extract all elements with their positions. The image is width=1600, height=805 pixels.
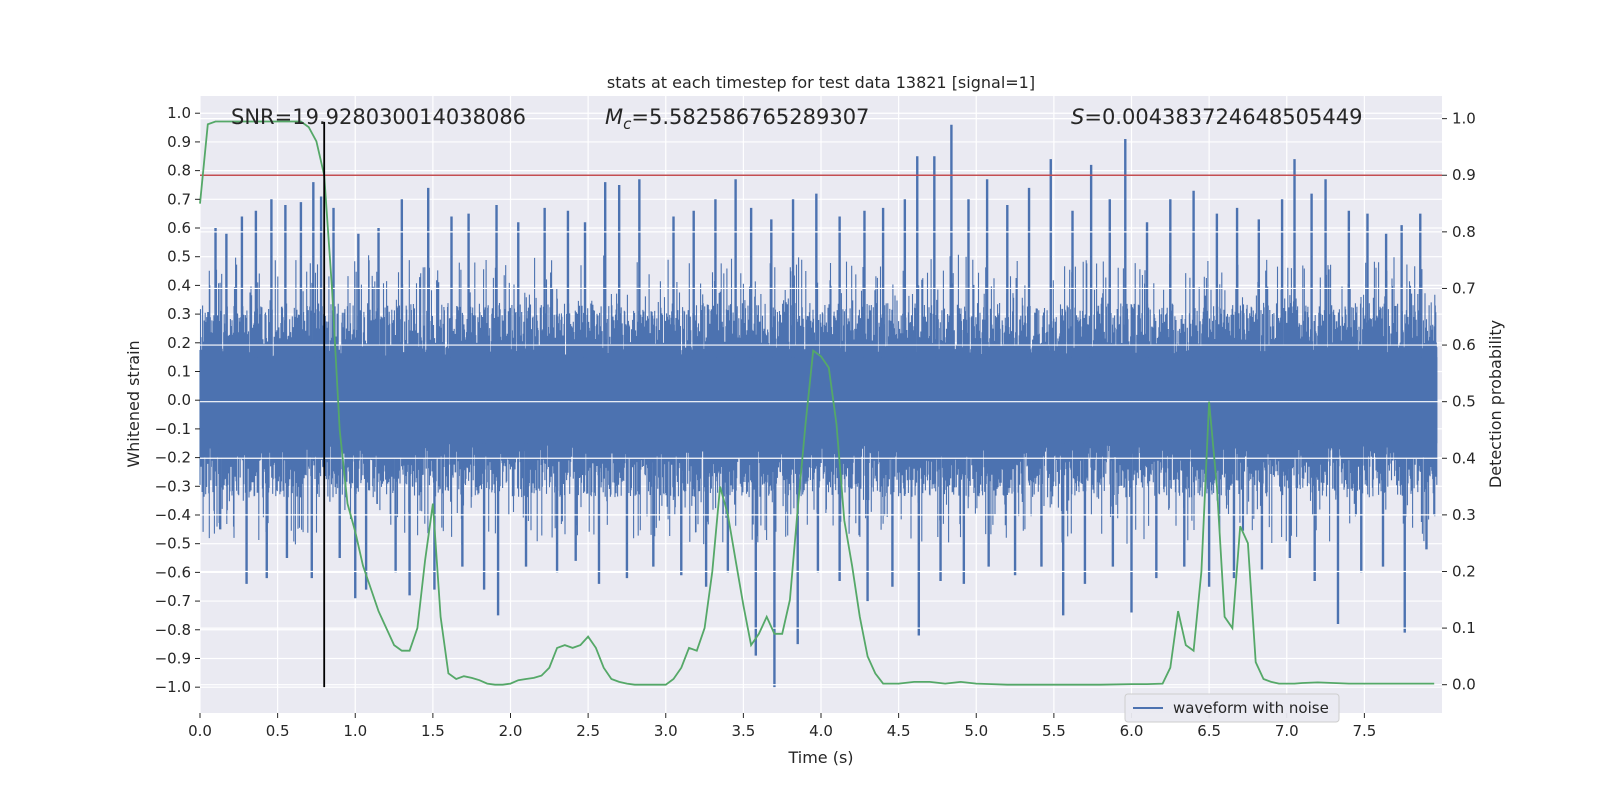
y-tick-label: 0.2 (167, 334, 191, 352)
y-tick-label: 0.4 (167, 276, 191, 294)
waveform-noise-series (199, 124, 1438, 688)
y-tick-label: 1.0 (167, 104, 191, 122)
x-tick-label: 4.5 (887, 722, 911, 740)
x-tick-label: 0.5 (266, 722, 290, 740)
x-tick-label: 1.0 (343, 722, 367, 740)
y-tick-label: −0.9 (155, 649, 191, 667)
legend-entry: waveform with noise (1173, 699, 1329, 717)
x-tick-label: 3.5 (731, 722, 755, 740)
x-axis-ticks: 0.0 0.5 1.0 1.5 2.0 2.5 3.0 3.5 4.0 4.5 5.0 5.5 6.0 6… (188, 713, 1376, 740)
y-tick-label: −0.2 (155, 449, 191, 467)
y-right-tick-label: 1.0 (1452, 110, 1476, 128)
s-annotation: S=0.004383724648505449 (1071, 105, 1362, 129)
y-axis-label: Whitened strain (124, 340, 143, 467)
right-axis-grid-layer (200, 118, 1442, 686)
chirp-mass-symbol: M (605, 105, 623, 129)
y-right-tick-label: 0.3 (1452, 506, 1476, 524)
x-tick-label: 6.5 (1197, 722, 1221, 740)
y-tick-label: −0.1 (155, 420, 191, 438)
x-tick-label: 1.5 (421, 722, 445, 740)
y-tick-label: −0.8 (155, 621, 191, 639)
y-tick-label: 0.8 (167, 162, 191, 180)
legend: waveform with noise (1124, 693, 1340, 723)
y-tick-label: 0.9 (167, 133, 191, 151)
y-right-tick-label: 0.4 (1452, 449, 1476, 467)
y-tick-label: −0.7 (155, 592, 191, 610)
y-axis-ticks: 1.0 0.9 0.8 0.7 0.6 0.5 0.4 0.3 0.2 0.1 0.0 −0.1 −0.… (155, 104, 200, 696)
legend-box (1124, 693, 1340, 723)
y-right-tick-label: 0.9 (1452, 166, 1476, 184)
x-tick-label: 5.0 (964, 722, 988, 740)
y-tick-label: 0.7 (167, 190, 191, 208)
y-right-tick-label: 0.8 (1452, 223, 1476, 241)
x-tick-label: 7.5 (1352, 722, 1376, 740)
s-value: =0.004383724648505449 (1084, 105, 1362, 129)
snr-annotation: SNR=19.928030014038086 (231, 105, 526, 129)
chart-title: stats at each timestep for test data 138… (607, 73, 1035, 92)
y-right-tick-label: 0.5 (1452, 393, 1476, 411)
y-tick-label: 0.6 (167, 219, 191, 237)
y-right-axis-ticks: 1.0 0.9 0.8 0.7 0.6 0.5 0.4 0.3 0.2 0.1 0.0 (1442, 110, 1476, 694)
y-right-axis-label: Detection probability (1486, 320, 1505, 488)
y-right-tick-label: 0.7 (1452, 279, 1476, 297)
chirp-mass-subscript: c (623, 115, 632, 133)
x-tick-label: 3.0 (654, 722, 678, 740)
y-right-tick-label: 0.2 (1452, 562, 1476, 580)
y-tick-label: −0.4 (155, 506, 191, 524)
x-tick-label: 7.0 (1275, 722, 1299, 740)
y-tick-label: −0.6 (155, 563, 191, 581)
x-tick-label: 4.0 (809, 722, 833, 740)
y-right-tick-label: 0.6 (1452, 336, 1476, 354)
y-tick-label: −0.5 (155, 535, 191, 553)
x-tick-label: 5.5 (1042, 722, 1066, 740)
detection-probability-line (199, 120, 1435, 686)
x-tick-label: 2.0 (499, 722, 523, 740)
chirp-mass-value: =5.582586765289307 (631, 105, 869, 129)
detection-probability-series (199, 120, 1435, 686)
y-right-tick-label: 0.1 (1452, 619, 1476, 637)
y-tick-label: 0.5 (167, 248, 191, 266)
y-tick-label: −0.3 (155, 477, 191, 495)
y-right-tick-label: 0.0 (1452, 676, 1476, 694)
x-tick-label: 2.5 (576, 722, 600, 740)
y-tick-label: 0.0 (167, 391, 191, 409)
x-tick-label: 6.0 (1120, 722, 1144, 740)
y-tick-label: −1.0 (155, 678, 191, 696)
x-tick-label: 0.0 (188, 722, 212, 740)
s-symbol: S (1071, 105, 1084, 129)
chirp-mass-annotation: Mc=5.582586765289307 (605, 105, 869, 133)
y-tick-label: 0.3 (167, 305, 191, 323)
y-tick-label: 0.1 (167, 362, 191, 380)
x-axis-label: Time (s) (787, 748, 853, 767)
